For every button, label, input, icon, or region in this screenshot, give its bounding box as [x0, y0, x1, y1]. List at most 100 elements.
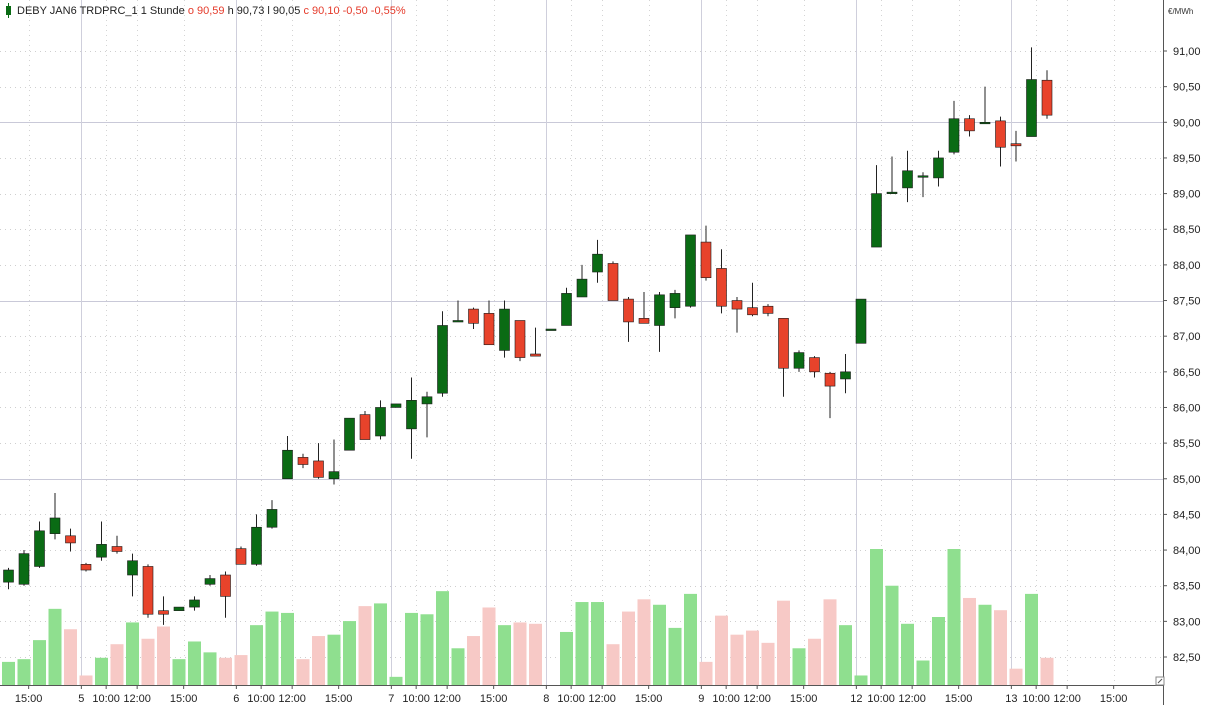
- candle-body-down: [995, 120, 1006, 148]
- candle: [545, 328, 557, 331]
- volume-bar: [79, 675, 93, 685]
- y-tick-label: 88,50: [1173, 224, 1201, 236]
- volume-bar: [994, 610, 1007, 685]
- candle-body-up: [3, 569, 14, 583]
- candle-body-up: [685, 234, 696, 307]
- candle-body-down: [80, 564, 92, 571]
- volume-bar: [808, 638, 821, 685]
- volume-bar: [839, 625, 852, 685]
- y-tick-label: 89,50: [1173, 153, 1201, 165]
- candle: [437, 311, 448, 397]
- candle: [96, 521, 107, 561]
- y-tick-label: 91,00: [1173, 46, 1201, 58]
- volume-bar: [17, 659, 31, 685]
- candle-body-up: [173, 606, 185, 611]
- candle: [313, 443, 324, 479]
- volume-bar: [1025, 593, 1038, 685]
- candle-body-down: [778, 318, 789, 369]
- volume-bar: [653, 604, 666, 685]
- candle-body-up: [251, 526, 262, 565]
- candle: [793, 350, 805, 372]
- candle: [824, 371, 836, 419]
- candle: [995, 116, 1006, 167]
- volume-bar: [730, 634, 744, 685]
- candle: [111, 535, 123, 554]
- candle: [49, 493, 61, 540]
- candle: [948, 100, 960, 155]
- volume-bar: [467, 636, 480, 685]
- chart-header: DEBY JAN6 TRDPRC_1 1 Stunde o 90,59 h 90…: [17, 5, 406, 17]
- candle: [840, 354, 851, 394]
- volume-bar: [219, 657, 232, 685]
- volume-bar: [885, 585, 899, 685]
- candle: [700, 225, 712, 281]
- volume-bar: [110, 644, 124, 685]
- x-tick-label: 8: [543, 693, 549, 705]
- resize-grip-icon[interactable]: [1155, 676, 1165, 686]
- volume-bar: [637, 599, 651, 685]
- x-tick-label: 12:00: [743, 693, 771, 705]
- volume-bar: [932, 617, 945, 685]
- candle: [204, 575, 216, 586]
- candle-body-up: [499, 308, 510, 351]
- candle-body-down: [220, 574, 231, 597]
- volume-bar: [761, 642, 775, 685]
- candle-body-up: [793, 352, 805, 369]
- volume-bar: [451, 648, 465, 685]
- candle: [902, 150, 913, 203]
- volume-bar: [591, 602, 604, 685]
- volume-bar: [265, 611, 279, 685]
- grid: [0, 0, 1163, 685]
- header-open-label: o: [188, 5, 194, 17]
- candle: [189, 596, 200, 611]
- candle: [406, 377, 417, 459]
- candle: [127, 553, 138, 597]
- candle: [886, 156, 898, 194]
- candle: [3, 567, 14, 590]
- candle-body-up: [266, 509, 278, 528]
- x-tick-label: 10:00: [1022, 693, 1050, 705]
- volume-bar: [250, 625, 263, 685]
- candle-body-up: [979, 121, 991, 125]
- x-tick-label: 10:00: [247, 693, 275, 705]
- header-high-label: h: [228, 5, 234, 17]
- y-tick-label: 83,50: [1173, 581, 1201, 593]
- x-tick-label: 12:00: [433, 693, 461, 705]
- volume-bar: [482, 607, 496, 685]
- x-tick-label: 10:00: [867, 693, 895, 705]
- candle: [747, 282, 758, 317]
- y-axis-unit: €/MWh: [1168, 7, 1193, 16]
- x-tick-label: 15:00: [480, 693, 508, 705]
- candle: [716, 249, 727, 314]
- volume-bar: [560, 631, 573, 685]
- candle: [390, 403, 402, 408]
- volume-bar: [668, 627, 682, 685]
- y-tick-label: 84,00: [1173, 545, 1201, 557]
- volume-bar: [947, 549, 961, 685]
- header-close-label: c: [303, 5, 309, 17]
- candle: [871, 165, 882, 248]
- volume-bar: [296, 659, 310, 685]
- volume-bar: [792, 648, 806, 685]
- candle: [421, 391, 433, 438]
- volume-bar: [1040, 657, 1054, 685]
- x-tick-label: 15:00: [170, 693, 198, 705]
- candle-body-up: [669, 293, 681, 308]
- volume-bar: [48, 608, 62, 685]
- candle: [483, 300, 495, 346]
- volume-bar: [234, 655, 248, 685]
- x-tick-label: 15:00: [325, 693, 353, 705]
- candle-body-up: [437, 325, 448, 394]
- candle-body-down: [623, 298, 634, 323]
- x-tick-label: 15:00: [1100, 693, 1128, 705]
- volume-bar: [312, 636, 325, 685]
- volume-bar: [420, 614, 434, 685]
- volume-bar: [436, 591, 449, 685]
- candle: [220, 571, 231, 618]
- candle-body-up: [406, 400, 417, 430]
- volume-bar: [498, 625, 511, 685]
- candle: [731, 296, 743, 333]
